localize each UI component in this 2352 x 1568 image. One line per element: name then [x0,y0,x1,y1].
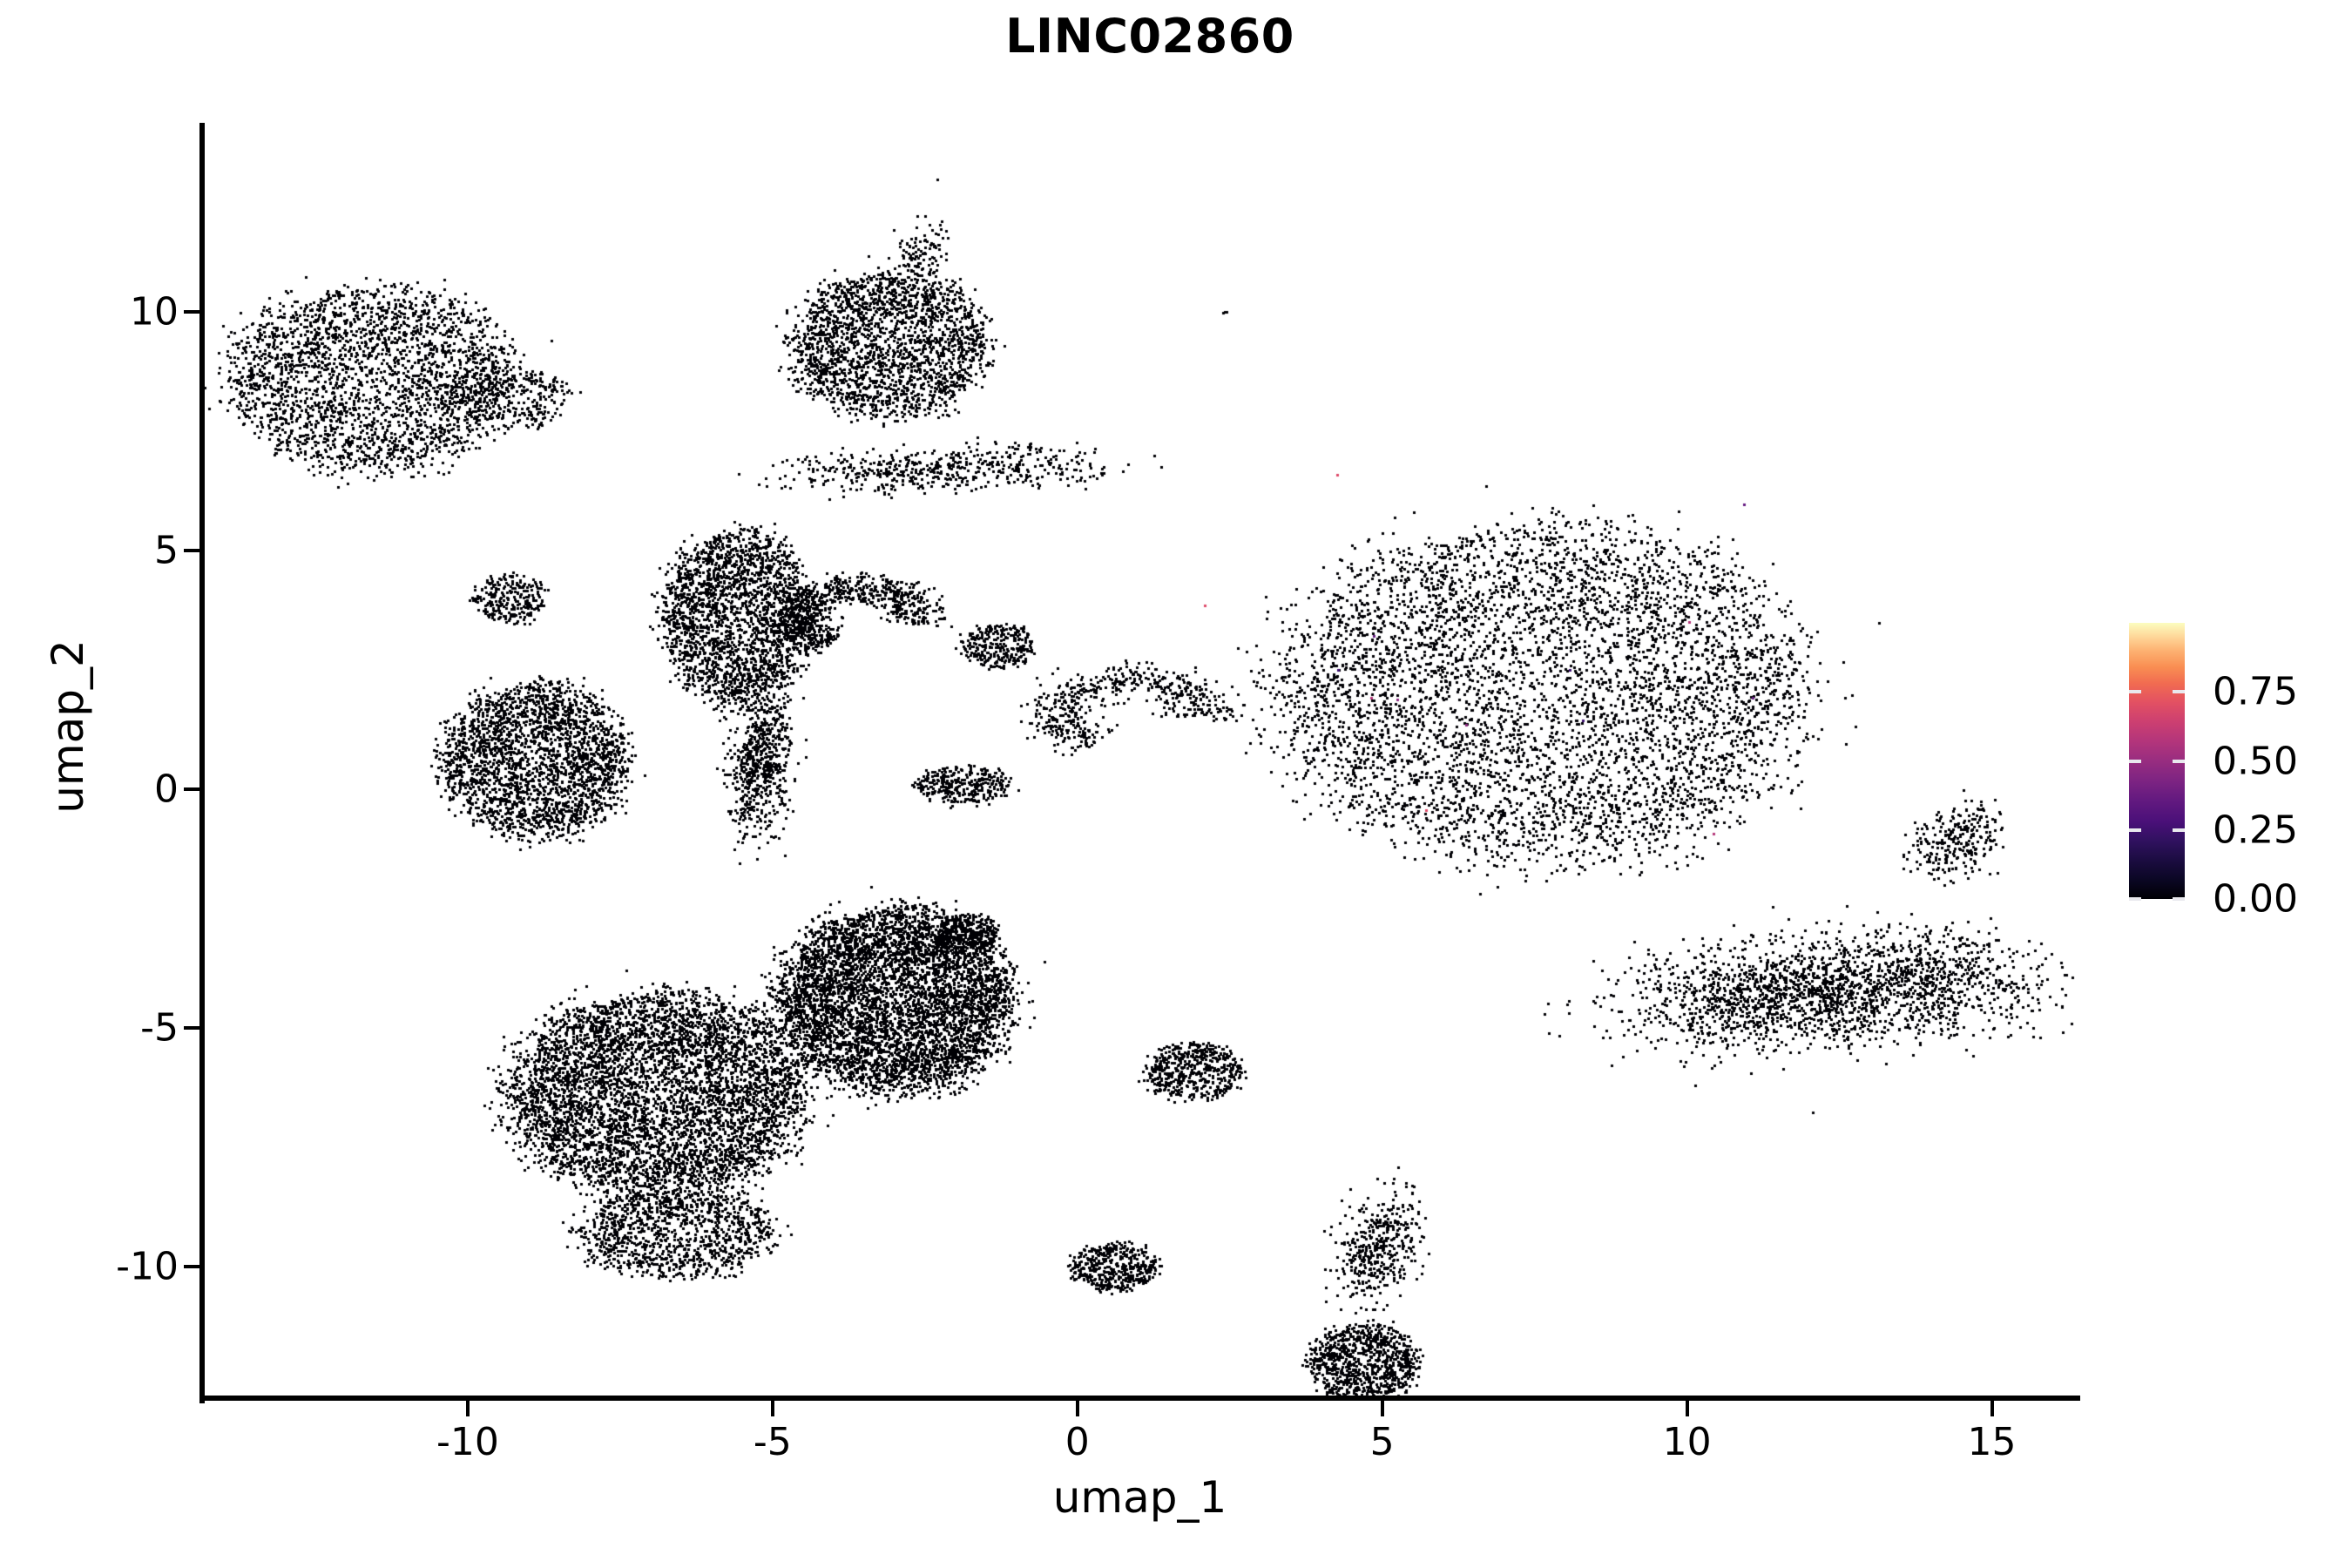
x-tick-label: -5 [753,1420,792,1464]
x-axis-label: umap_1 [1052,1472,1227,1523]
y-tick-label: 5 [154,528,179,573]
colorbar-tick-mark [2129,690,2141,694]
colorbar-tick-mark [2129,828,2141,832]
x-tick-label: 0 [1064,1420,1090,1464]
x-tick-mark [1990,1401,1994,1416]
y-tick-mark [184,548,199,552]
page-title: LINC02860 [1005,9,1294,64]
y-tick-label: -10 [116,1244,179,1289]
x-axis-spine [199,1396,2080,1401]
x-tick-mark [1380,1401,1384,1416]
colorbar-tick-label: 0.50 [2213,739,2298,783]
colorbar-tick-label: 0.25 [2213,808,2298,853]
colorbar-tick-mark [2129,897,2141,901]
y-axis-spine [199,123,205,1403]
colorbar [2129,623,2185,901]
colorbar-tick-label: 0.75 [2213,669,2298,714]
x-tick-label: 10 [1662,1420,1712,1464]
colorbar-tick-mark [2129,759,2141,763]
colorbar-tick-mark [2173,897,2185,901]
colorbar-tick-mark [2173,690,2185,694]
x-tick-label: 5 [1369,1420,1395,1464]
y-tick-mark [184,309,199,314]
y-tick-mark [184,1265,199,1269]
colorbar-tick-label: 0.00 [2213,876,2298,922]
x-tick-label: 15 [1967,1420,2017,1464]
x-tick-label: -10 [436,1420,499,1464]
y-tick-label: 10 [130,289,179,335]
x-tick-mark [1075,1401,1079,1416]
x-tick-mark [770,1401,774,1416]
scatter-canvas [199,123,2080,1398]
y-axis-label: umap_2 [43,639,93,814]
y-tick-label: -5 [140,1005,179,1051]
colorbar-tick-mark [2173,828,2185,832]
x-tick-mark [465,1401,470,1416]
colorbar-tick-mark [2173,759,2185,763]
y-tick-mark [184,787,199,791]
x-tick-mark [1685,1401,1689,1416]
y-tick-mark [184,1026,199,1031]
y-tick-label: 0 [154,767,179,812]
